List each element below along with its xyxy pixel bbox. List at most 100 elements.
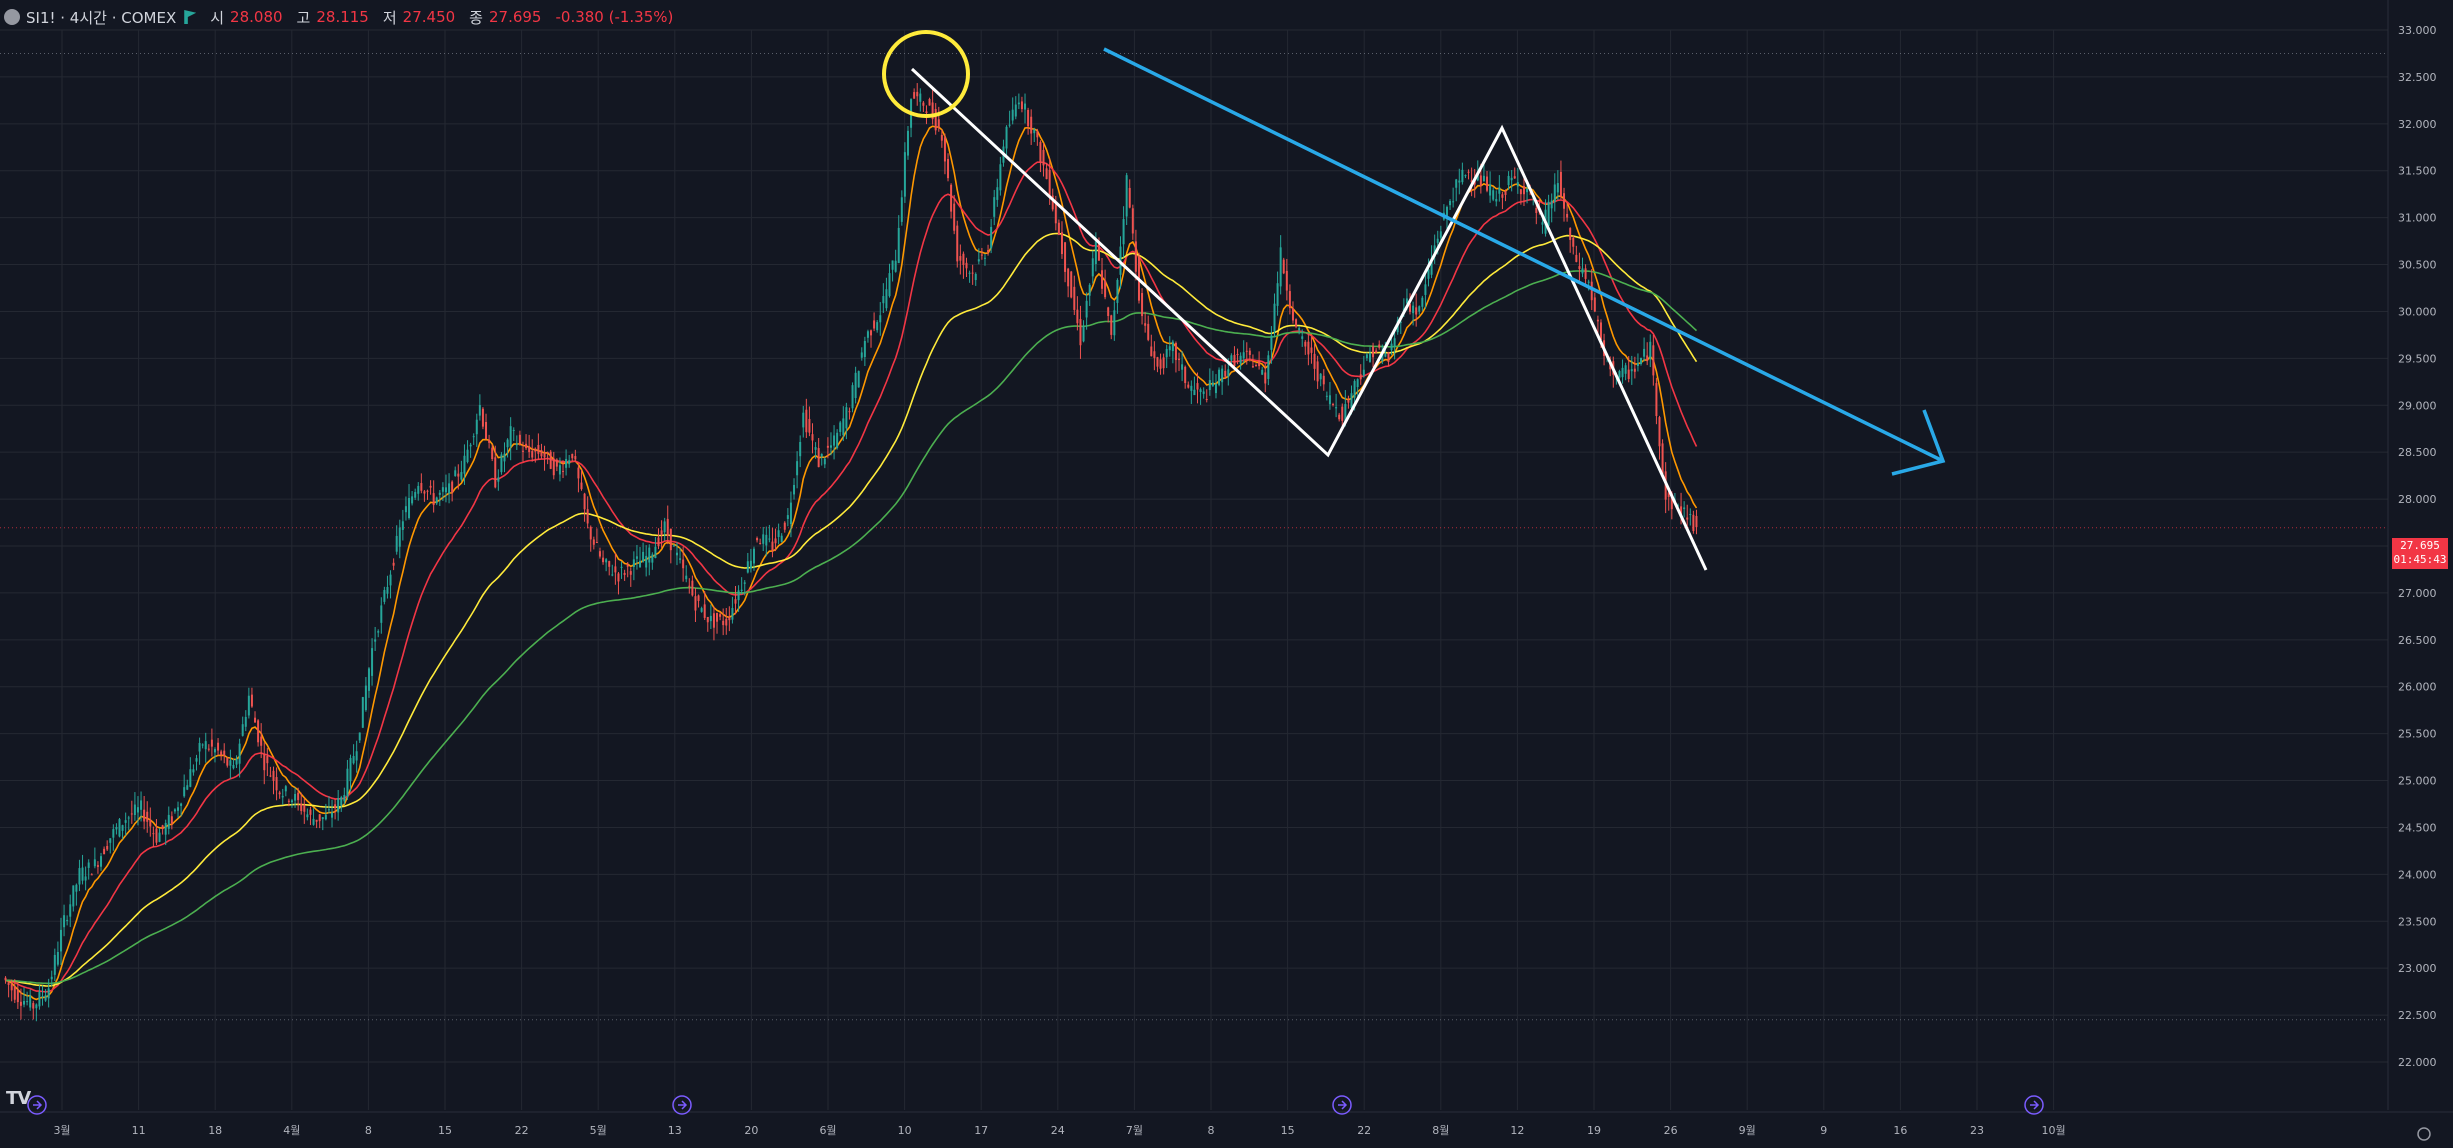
- time-tick-label: 23: [1970, 1124, 1984, 1137]
- low-value: 27.450: [402, 8, 456, 26]
- candle-down: [1692, 514, 1695, 532]
- candle-up: [177, 807, 180, 811]
- candle-up: [435, 497, 438, 504]
- candle-down: [1054, 202, 1057, 224]
- candle-up: [346, 768, 349, 797]
- candle-down: [574, 456, 577, 460]
- candle-up: [1455, 179, 1458, 188]
- candle-down: [1486, 176, 1489, 191]
- candle-up: [241, 724, 244, 736]
- candle-up: [371, 648, 374, 676]
- candle-up: [823, 458, 826, 465]
- candle-up: [731, 608, 734, 620]
- candle-up: [1273, 303, 1276, 332]
- trend-line: [1103, 47, 1944, 463]
- candle-up: [1683, 507, 1686, 510]
- candle-down: [682, 559, 685, 569]
- candle-up: [1230, 355, 1233, 361]
- time-tick-label: 3월: [53, 1124, 70, 1137]
- candle-down: [703, 604, 706, 618]
- candle-up: [1643, 348, 1646, 357]
- candle-down: [1372, 346, 1375, 358]
- candle-down: [521, 450, 524, 452]
- candle-up: [639, 560, 642, 568]
- event-marker-icon: [2024, 1095, 2044, 1115]
- candle-up: [605, 559, 608, 563]
- candle-up: [164, 822, 167, 835]
- tradingview-logo[interactable]: TV: [6, 1088, 31, 1109]
- drawing-overlays[interactable]: [882, 30, 1946, 571]
- price-tick-label: 31.000: [2398, 212, 2437, 225]
- candle-down: [1304, 341, 1307, 347]
- candle-down: [485, 422, 488, 440]
- candle-up: [1218, 369, 1221, 385]
- candle-up: [414, 492, 417, 498]
- candle-down: [608, 561, 611, 567]
- symbol-icon[interactable]: [4, 9, 20, 25]
- candle-up: [1242, 352, 1245, 359]
- candle-up: [796, 461, 799, 476]
- candle-up: [1547, 201, 1550, 226]
- candle-up: [411, 496, 414, 504]
- candle-down: [1162, 357, 1165, 369]
- candle-up: [1202, 391, 1205, 394]
- candle-down: [808, 418, 811, 433]
- price-tick-label: 24.500: [2398, 821, 2437, 834]
- candle-down: [540, 450, 543, 457]
- event-markers[interactable]: [27, 1095, 2044, 1115]
- candle-down: [1322, 375, 1325, 385]
- candle-down: [1313, 353, 1316, 369]
- candle-up: [1553, 184, 1556, 202]
- symbol-title[interactable]: SI1! · 4시간 · COMEX: [26, 8, 177, 27]
- candle-down: [1559, 171, 1562, 197]
- candle-down: [1470, 180, 1473, 183]
- candle-up: [983, 257, 986, 259]
- low-label: 저: [382, 8, 397, 27]
- candle-up: [842, 418, 845, 436]
- time-tick-label: 4월: [283, 1124, 300, 1137]
- candle-up: [672, 545, 675, 547]
- candle-up: [786, 515, 789, 519]
- time-tick-label: 22: [1357, 1124, 1371, 1137]
- candle-up: [651, 554, 654, 563]
- time-tick-label: 7월: [1126, 1124, 1143, 1137]
- candle-up: [87, 862, 90, 868]
- candle-down: [1501, 194, 1504, 198]
- candle-up: [401, 521, 404, 530]
- candle-down: [925, 111, 928, 113]
- candle-down: [1633, 368, 1636, 372]
- candle-up: [158, 832, 161, 842]
- candle-down: [1584, 268, 1587, 279]
- candle-up: [66, 919, 69, 921]
- candle-up: [41, 996, 44, 998]
- candle-up: [1014, 104, 1017, 117]
- candle-down: [1652, 345, 1655, 376]
- candle-down: [1097, 241, 1100, 261]
- candle-down: [562, 470, 565, 472]
- candle-down: [1285, 270, 1288, 291]
- candle-down: [518, 434, 521, 444]
- candle-down: [1661, 443, 1664, 474]
- candle-down: [580, 482, 583, 490]
- candle-up: [900, 197, 903, 222]
- candle-up: [1319, 373, 1322, 380]
- price-tick-label: 33.000: [2398, 24, 2437, 37]
- candle-down: [420, 483, 423, 491]
- candle-up: [1214, 384, 1217, 394]
- candle-down: [1196, 383, 1199, 390]
- candle-up: [81, 867, 84, 881]
- candle-down: [1178, 358, 1181, 361]
- candle-up: [635, 556, 638, 559]
- flag-icon[interactable]: [184, 10, 197, 24]
- symbol-header: SI1! · 4시간 · COMEX 시 28.080 고 28.115 저 2…: [4, 4, 673, 30]
- candle-up: [903, 152, 906, 197]
- candle-up: [380, 605, 383, 623]
- price-axis[interactable]: 33.000 32.500 32.000 31.500 31.000 30.500 30.0…: [2387, 0, 2453, 1148]
- candle-up: [1541, 222, 1544, 225]
- time-axis[interactable]: 3월 11 18 4월 8 15 22 5월 13 20 6월 10 17 24 7월 8 15 22 8월 12 19…: [0, 1111, 2453, 1141]
- candle-up: [1449, 200, 1452, 206]
- candle-up: [441, 487, 444, 492]
- candle-up: [1116, 279, 1119, 303]
- candle-down: [602, 557, 605, 563]
